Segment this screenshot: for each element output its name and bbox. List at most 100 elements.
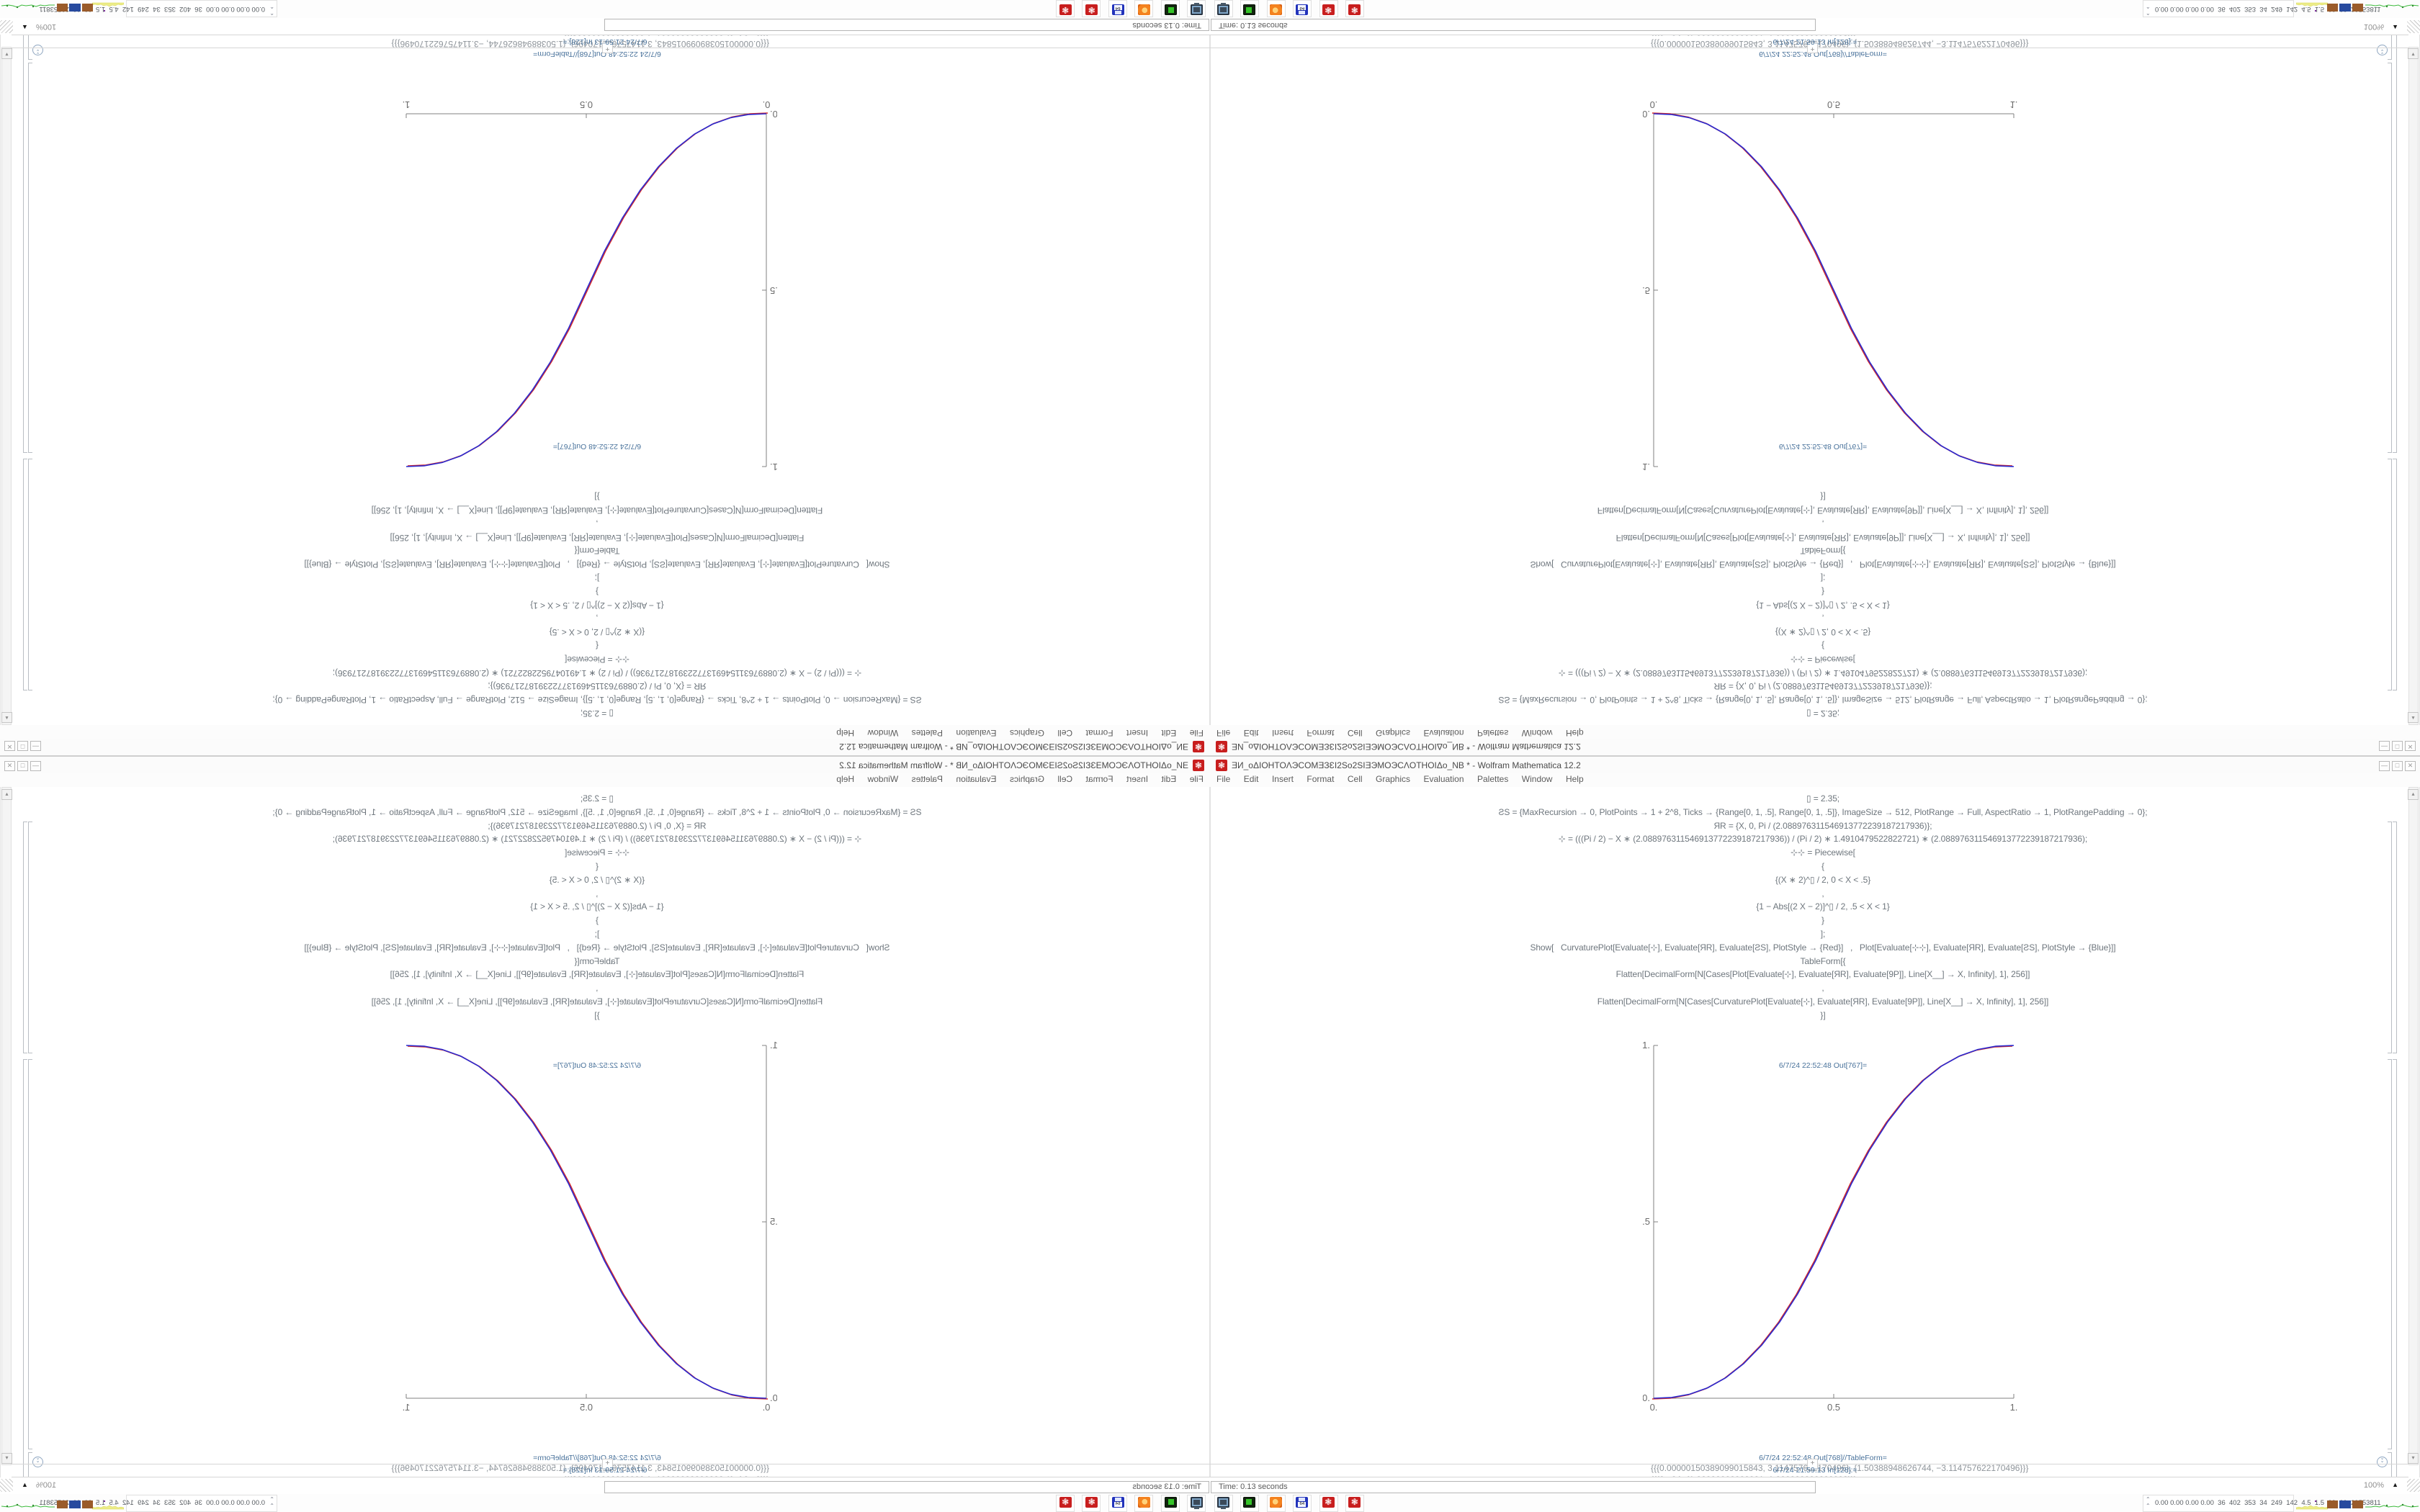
code-line[interactable]: } xyxy=(596,915,599,926)
menu-insert[interactable]: Insert xyxy=(1126,774,1149,784)
menu-edit[interactable]: Edit xyxy=(1161,728,1177,738)
system-monitor-applet[interactable]: ⌃ ⌃ 0.00 0.00 0.00 0.00 36 402 353 34 249… xyxy=(39,1495,277,1512)
zoom-level[interactable]: 100% xyxy=(36,22,57,31)
code-line[interactable]: {1 − Abs[(2 X − 2)]^▯ / 2, .5 < X < 1} xyxy=(530,600,664,611)
code-line[interactable]: { xyxy=(596,641,599,652)
floppy-disk-64-icon[interactable] xyxy=(1293,0,1312,17)
code-line[interactable]: } xyxy=(1821,915,1824,926)
code-line[interactable]: }] xyxy=(594,1009,600,1020)
cell-bracket-plot-output[interactable] xyxy=(28,63,32,453)
menu-edit[interactable]: Edit xyxy=(1243,728,1259,738)
menu-palettes[interactable]: Palettes xyxy=(911,774,944,784)
terminal-icon[interactable] xyxy=(1240,0,1260,17)
minimize-button[interactable]: — xyxy=(30,741,41,751)
code-line[interactable]: ]; xyxy=(1820,573,1826,584)
firefox-icon[interactable] xyxy=(1266,1495,1286,1512)
display-icon[interactable] xyxy=(1214,0,1233,17)
scroll-down-icon[interactable]: ▾ xyxy=(1,1453,12,1464)
input-cell-code[interactable]: ▯ = 2.35; ƧS = {MaxRecursion → 0, PlotPo… xyxy=(11,792,1209,1022)
code-line[interactable]: ⊹⊹ = Piecewise[ xyxy=(1791,847,1855,858)
zoom-menu-icon[interactable]: ▲ xyxy=(2392,24,2398,31)
code-line[interactable]: Flatten[DecimalForm[N[Cases[Plot[Evaluat… xyxy=(1615,969,2030,980)
menu-format[interactable]: Format xyxy=(1307,774,1335,784)
network-sparkline[interactable] xyxy=(2365,2,2419,16)
cell-bracket-input[interactable] xyxy=(28,822,32,1053)
vertical-scrollbar[interactable] xyxy=(2408,787,2419,1465)
cell-bracket-plot-output[interactable] xyxy=(2388,1059,2392,1449)
code-line[interactable]: Flatten[DecimalForm[N[Cases[Plot[Evaluat… xyxy=(1615,532,2030,543)
vertical-scrollbar[interactable] xyxy=(1,47,12,725)
code-line[interactable]: ЯR = {X, 0, Pi / (2.08897631154691377223… xyxy=(1713,681,1932,692)
cell-group-collapse-icon[interactable]: ⌄ ⌄ xyxy=(2377,45,2388,56)
code-line[interactable]: , xyxy=(1821,613,1824,624)
code-line[interactable]: { xyxy=(1821,641,1824,652)
maximize-button[interactable]: □ xyxy=(17,761,28,771)
floppy-disk-64-icon[interactable] xyxy=(1293,1495,1312,1512)
code-line[interactable]: {1 − Abs[(2 X − 2)]^▯ / 2, .5 < X < 1} xyxy=(530,901,664,912)
minimize-button[interactable]: — xyxy=(2379,741,2390,751)
menu-palettes[interactable]: Palettes xyxy=(911,728,944,738)
menu-file[interactable]: File xyxy=(1216,728,1231,738)
menu-palettes[interactable]: Palettes xyxy=(1476,728,1509,738)
code-line[interactable]: {1 − Abs[(2 X − 2)]^▯ / 2, .5 < X < 1} xyxy=(1756,600,1890,611)
minimize-button[interactable]: — xyxy=(2379,761,2390,771)
code-line[interactable]: ⊹ = (((Pi / 2) − X ∗ (2.0889763115469137… xyxy=(1558,834,2088,845)
display-icon[interactable] xyxy=(1214,1495,1233,1512)
cell-bracket-table-output[interactable] xyxy=(2388,1452,2392,1477)
code-line[interactable]: , xyxy=(596,613,599,624)
mathematica-gear-icon[interactable]: ❃ xyxy=(1082,0,1101,17)
vertical-scrollbar[interactable] xyxy=(2408,47,2419,725)
window-titlebar[interactable]: ❃ ƎИ_оΔIOHTOΛЭCOMƎЗƐI2Sо2SIƎЭMOЭCΛOTHOIΔ… xyxy=(1210,739,2420,756)
menu-cell[interactable]: Cell xyxy=(1057,728,1073,738)
menu-graphics[interactable]: Graphics xyxy=(1376,774,1411,784)
maximize-button[interactable]: □ xyxy=(17,741,28,751)
memory-blocks-gauge[interactable] xyxy=(57,1496,93,1510)
resize-grip[interactable] xyxy=(2407,1479,2420,1492)
code-line[interactable]: Flatten[DecimalForm[N[Cases[Plot[Evaluat… xyxy=(390,969,805,980)
menu-graphics[interactable]: Graphics xyxy=(1376,728,1411,738)
window-titlebar[interactable]: ❃ ƎИ_оΔIOHTOΛЭCOMƎЗƐI2Sо2SIƎЭMOЭCΛOTHOIΔ… xyxy=(1210,756,2420,773)
code-line[interactable]: Flatten[DecimalForm[N[Cases[CurvaturePlo… xyxy=(1597,505,2049,516)
code-line[interactable]: ƧS = {MaxRecursion → 0, PlotPoints → 1 +… xyxy=(1498,806,2148,817)
scroll-up-icon[interactable]: ▴ xyxy=(2408,789,2419,800)
memory-blocks-gauge[interactable] xyxy=(2327,1496,2363,1510)
code-line[interactable]: ▯ = 2.35; xyxy=(1806,793,1840,804)
cell-bracket-output-group[interactable] xyxy=(2393,35,2397,453)
code-line[interactable]: {1 − Abs[(2 X − 2)]^▯ / 2, .5 < X < 1} xyxy=(1756,901,1890,912)
code-line[interactable]: ⊹ = (((Pi / 2) − X ∗ (2.0889763115469137… xyxy=(332,834,862,845)
code-line[interactable]: {(X ∗ 2)^▯ / 2, 0 < X < .5} xyxy=(1775,627,1871,638)
menu-file[interactable]: File xyxy=(1189,774,1204,784)
code-line[interactable]: ]; xyxy=(594,573,600,584)
cell-bracket-input[interactable] xyxy=(2388,822,2392,1053)
terminal-icon[interactable] xyxy=(1240,1495,1260,1512)
display-icon[interactable] xyxy=(1187,1495,1206,1512)
mathematica-gear-icon[interactable]: ❃ xyxy=(1055,1495,1075,1512)
window-titlebar[interactable]: ❃ ƎИ_оΔIOHTOΛЭCOMƎЗƐI2Sо2SIƎЭMOЭCΛOTHOIΔ… xyxy=(0,756,1210,773)
firefox-icon[interactable] xyxy=(1134,1495,1154,1512)
code-line[interactable]: , xyxy=(596,983,599,994)
code-line[interactable]: Show[ CurvaturePlot[Evaluate[⊹], Evaluat… xyxy=(304,559,890,570)
code-line[interactable]: , xyxy=(1821,888,1824,899)
menu-cell[interactable]: Cell xyxy=(1347,774,1363,784)
code-line[interactable]: ƧS = {MaxRecursion → 0, PlotPoints → 1 +… xyxy=(272,695,922,706)
code-line[interactable]: TableForm[{ xyxy=(574,955,620,966)
sigmoid-plot[interactable]: 1. 0.5 0. 0. 0.5 1. xyxy=(1643,96,2017,474)
close-button[interactable]: ✕ xyxy=(4,761,15,771)
maximize-button[interactable]: □ xyxy=(2392,761,2403,771)
code-line[interactable]: { xyxy=(1821,860,1824,871)
scroll-up-icon[interactable]: ▴ xyxy=(1,712,12,723)
code-line[interactable]: {(X ∗ 2)^▯ / 2, 0 < X < .5} xyxy=(549,874,645,885)
menu-file[interactable]: File xyxy=(1216,774,1231,784)
menu-evaluation[interactable]: Evaluation xyxy=(1423,728,1464,738)
scroll-down-icon[interactable]: ▾ xyxy=(1,48,12,59)
code-line[interactable]: ⊹⊹ = Piecewise[ xyxy=(565,847,629,858)
cell-bracket-plot-output[interactable] xyxy=(28,1059,32,1449)
code-line[interactable]: } xyxy=(1821,586,1824,597)
menu-file[interactable]: File xyxy=(1189,728,1204,738)
code-line[interactable]: , xyxy=(596,888,599,899)
terminal-icon[interactable] xyxy=(1160,1495,1180,1512)
code-line[interactable]: ▯ = 2.35; xyxy=(1806,708,1840,719)
code-line[interactable]: Show[ CurvaturePlot[Evaluate[⊹], Evaluat… xyxy=(304,942,890,953)
cpu-sparkline[interactable] xyxy=(2296,1496,2328,1510)
close-button[interactable]: ✕ xyxy=(2405,761,2416,771)
